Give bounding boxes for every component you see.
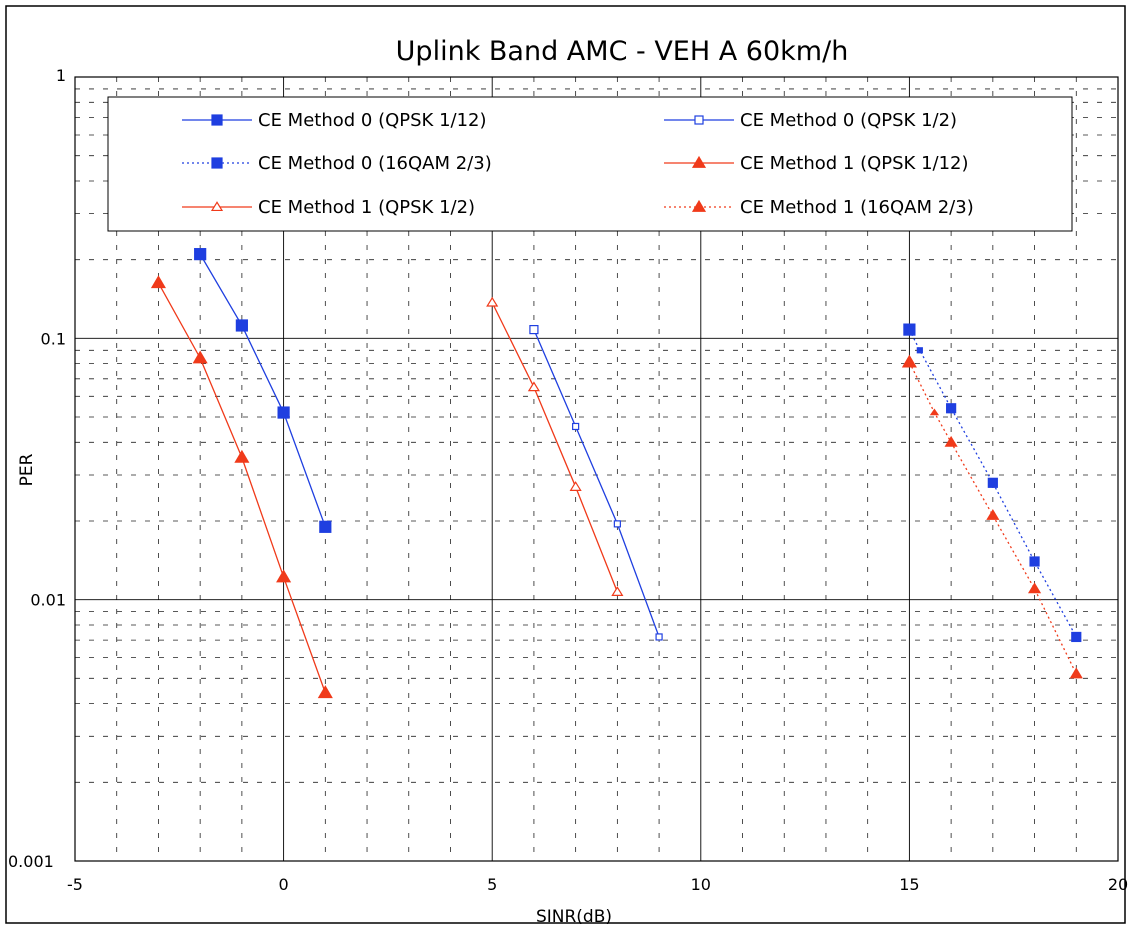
data-point — [1069, 667, 1083, 679]
data-point — [611, 586, 624, 597]
legend-item: CE Method 1 (QPSK 1/12) — [664, 153, 969, 174]
data-point — [916, 347, 923, 354]
series-line — [199, 253, 326, 528]
legend-item: CE Method 1 (QPSK 1/2) — [182, 197, 475, 218]
data-point — [572, 422, 580, 431]
legend-swatch-marker — [691, 199, 707, 212]
data-point — [944, 435, 958, 447]
x-tick-label: 0 — [279, 875, 289, 894]
plot-area-border — [74, 76, 1119, 862]
data-point — [235, 319, 248, 332]
legend-swatch-marker — [210, 201, 224, 212]
data-point — [527, 381, 540, 392]
data-point — [929, 408, 940, 416]
data-point — [569, 481, 582, 491]
series-line — [533, 329, 660, 638]
series-2 — [529, 324, 663, 641]
data-point — [986, 508, 1000, 520]
data-point — [1029, 556, 1040, 567]
series-line — [491, 302, 618, 593]
x-tick-label: 5 — [487, 875, 497, 894]
legend-item: CE Method 0 (QPSK 1/12) — [182, 110, 487, 131]
legend-swatch-marker — [211, 157, 223, 169]
y-tick-label: 0.001 — [8, 852, 54, 871]
data-point — [319, 520, 332, 533]
legend-label: CE Method 0 (QPSK 1/2) — [740, 110, 957, 131]
y-tick-label: 0.01 — [30, 591, 66, 610]
x-tick-label: 10 — [691, 875, 711, 894]
legend-label: CE Method 1 (16QAM 2/3) — [740, 197, 974, 218]
x-axis-label: SINR(dB) — [536, 907, 612, 927]
data-point — [903, 323, 916, 336]
series-1 — [194, 248, 332, 533]
data-point — [946, 403, 957, 414]
series-line — [908, 329, 1077, 638]
data-point — [277, 406, 290, 419]
data-point — [1071, 631, 1082, 643]
chart-title: Uplink Band AMC - VEH A 60km/h — [396, 36, 849, 67]
series-5 — [486, 296, 624, 597]
data-point — [234, 449, 250, 463]
data-point — [1027, 582, 1042, 594]
legend-swatch-marker — [691, 155, 707, 168]
legend-item: CE Method 0 (16QAM 2/3) — [182, 153, 492, 174]
legend-label: CE Method 1 (QPSK 1/12) — [740, 153, 969, 174]
y-tick-label: 1 — [56, 66, 66, 85]
x-tick-label: 20 — [1108, 875, 1128, 894]
data-point — [276, 569, 292, 583]
data-point — [655, 633, 663, 641]
data-point — [613, 520, 621, 528]
data-point — [529, 324, 539, 335]
x-tick-label: -5 — [67, 875, 83, 894]
data-point — [987, 477, 998, 488]
series-4 — [150, 275, 333, 699]
data-point — [901, 354, 917, 368]
legend: CE Method 0 (QPSK 1/12) CE Method 0 (QPSK… — [107, 96, 1073, 232]
x-tick-label: 15 — [899, 875, 919, 894]
series-6 — [901, 354, 1083, 679]
legend-swatch-marker — [694, 115, 704, 125]
tick-labels: -5 0 5 10 15 20 0.001 0.01 0.1 1 — [8, 66, 1128, 894]
data-point — [486, 296, 499, 307]
data-point — [192, 350, 208, 364]
data-point — [194, 248, 207, 261]
legend-box — [107, 96, 1073, 232]
legend-swatch-marker — [211, 114, 223, 126]
data-point — [317, 685, 333, 699]
series-layer — [150, 248, 1083, 699]
legend-item: CE Method 1 (16QAM 2/3) — [664, 197, 974, 218]
series-line — [908, 361, 1077, 675]
legend-label: CE Method 1 (QPSK 1/2) — [258, 197, 475, 218]
y-tick-label: 0.1 — [41, 329, 66, 348]
series-3 — [903, 323, 1082, 643]
legend-label: CE Method 0 (QPSK 1/12) — [258, 110, 487, 131]
data-point — [150, 275, 166, 289]
legend-label: CE Method 0 (16QAM 2/3) — [258, 153, 492, 174]
legend-item: CE Method 0 (QPSK 1/2) — [664, 110, 957, 131]
y-axis-label: PER — [17, 453, 37, 486]
